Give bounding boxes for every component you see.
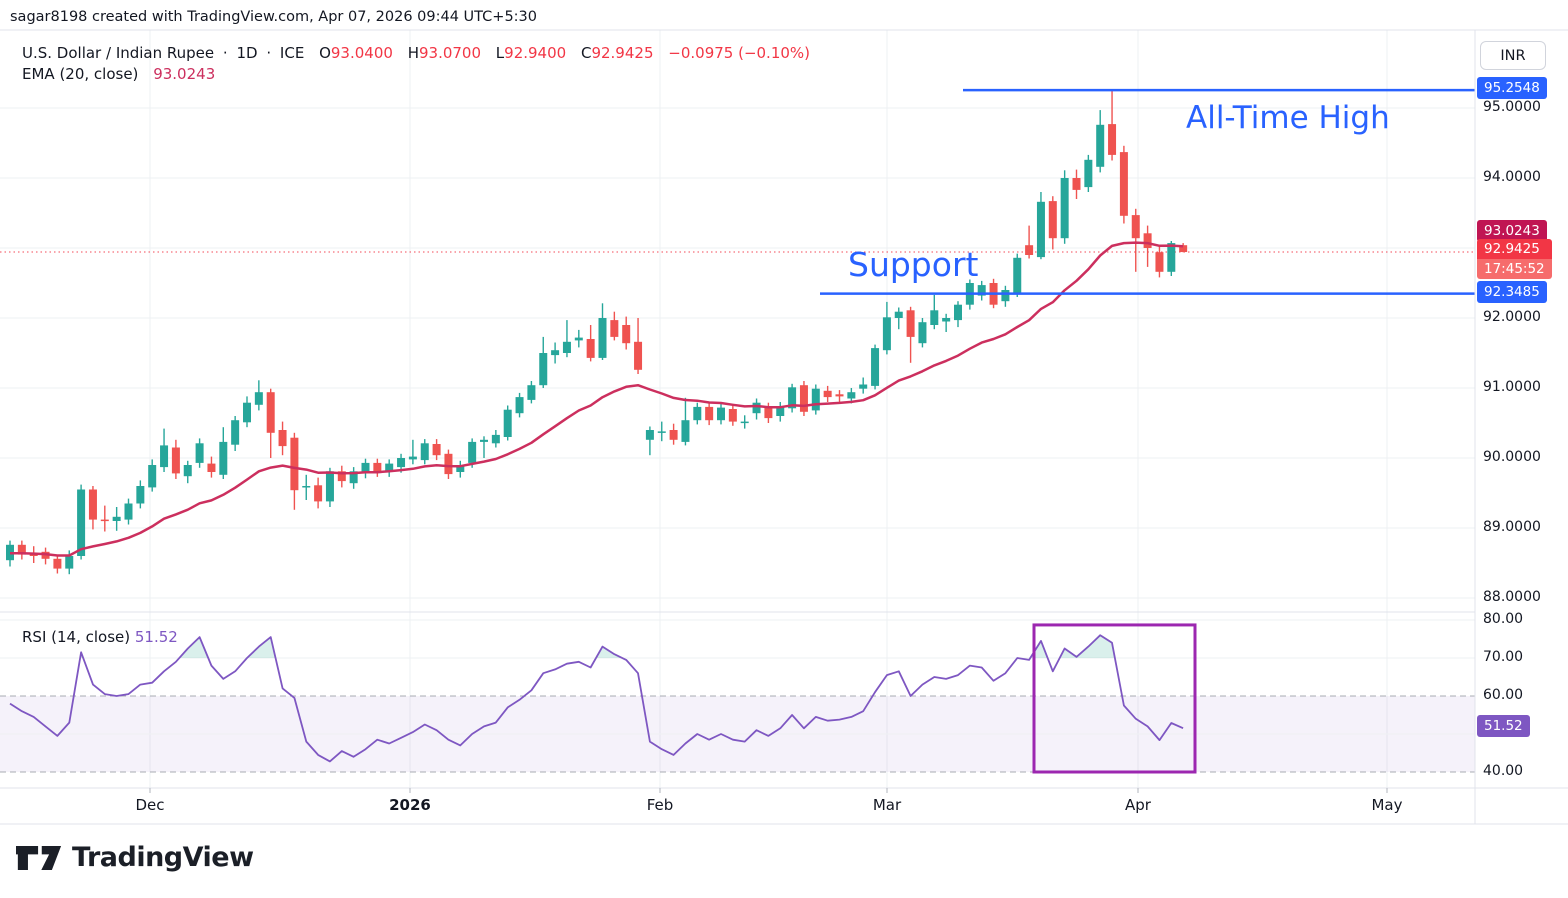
- pane-borders: [0, 29, 1568, 825]
- ema-line: [9, 241, 1184, 557]
- time-axis-label[interactable]: Feb: [646, 796, 674, 814]
- price-axis-label: 89.0000: [1483, 519, 1541, 535]
- rsi-axis-label: 60.00: [1483, 687, 1524, 703]
- last-price-badge: 92.9425 17:45:52: [1477, 239, 1552, 279]
- close-label: C: [580, 44, 592, 62]
- tradingview-logo-icon: [16, 845, 62, 870]
- price-axis-label: 90.0000: [1483, 449, 1541, 465]
- support-price-badge: 92.3485: [1477, 281, 1547, 303]
- price-axis-label: 92.0000: [1483, 309, 1541, 325]
- legend-separator: ·: [266, 44, 272, 62]
- grid-lines: [0, 30, 1475, 788]
- high-value: 93.0700: [418, 44, 482, 62]
- low-value: 92.9400: [504, 44, 567, 62]
- ema-value: 93.0243: [153, 65, 216, 83]
- rsi-line: [9, 634, 1184, 763]
- support-annotation[interactable]: Support: [848, 245, 979, 284]
- time-axis-label[interactable]: 2026: [389, 796, 431, 814]
- time-axis-label[interactable]: Mar: [872, 796, 902, 814]
- last-price-value: 92.9425: [1477, 239, 1552, 259]
- ath-price-badge: 95.2548: [1477, 77, 1547, 99]
- interval-label: 1D: [236, 44, 258, 62]
- open-value: 93.0400: [330, 44, 393, 62]
- tradingview-footer-link[interactable]: TradingView: [16, 842, 254, 873]
- high-label: H: [407, 44, 419, 62]
- rsi-value: 51.52: [134, 628, 178, 646]
- candlestick-series: [6, 90, 1188, 575]
- ema-label: EMA (20, close): [22, 65, 139, 83]
- rsi-axis-label: 40.00: [1483, 763, 1524, 779]
- all-time-high-annotation[interactable]: All-Time High: [1186, 100, 1390, 136]
- rsi-overbought-fill: [80, 635, 1115, 658]
- exchange-label: ICE: [279, 44, 305, 62]
- rsi-axis-label: 80.00: [1483, 611, 1524, 627]
- legend-separator: ·: [222, 44, 228, 62]
- rsi-axis-label: 70.00: [1483, 649, 1524, 665]
- bar-countdown: 17:45:52: [1477, 259, 1552, 279]
- time-axis-label[interactable]: May: [1371, 796, 1403, 814]
- ema-price-badge: 93.0243: [1477, 220, 1547, 242]
- tradingview-brand-text: TradingView: [72, 842, 254, 873]
- currency-button[interactable]: INR: [1480, 41, 1546, 70]
- open-label: O: [319, 44, 331, 62]
- price-axis-label: 88.0000: [1483, 589, 1541, 605]
- symbol-title: U.S. Dollar / Indian Rupee: [22, 44, 215, 62]
- price-axis-label: 94.0000: [1483, 169, 1541, 185]
- rsi-highlight-box: [1032, 623, 1197, 774]
- time-axis-label[interactable]: Dec: [135, 796, 165, 814]
- rsi-value-badge: 51.52: [1477, 715, 1530, 737]
- time-axis-label[interactable]: Apr: [1125, 796, 1151, 814]
- low-label: L: [495, 44, 505, 62]
- close-value: 92.9425: [591, 44, 654, 62]
- rsi-label: RSI (14, close): [22, 628, 131, 646]
- symbol-legend[interactable]: U.S. Dollar / Indian Rupee · 1D · ICE O9…: [22, 44, 810, 62]
- ema-legend[interactable]: EMA (20, close) 93.0243: [22, 65, 215, 83]
- rsi-guides: [0, 619, 1475, 773]
- attribution-text: sagar8198 created with TradingView.com, …: [10, 9, 538, 25]
- price-axis-label: 91.0000: [1483, 379, 1541, 395]
- change-value: −0.0975 (−0.10%): [668, 44, 811, 62]
- price-axis-label: 95.0000: [1483, 99, 1541, 115]
- rsi-legend[interactable]: RSI (14, close) 51.52: [22, 628, 178, 646]
